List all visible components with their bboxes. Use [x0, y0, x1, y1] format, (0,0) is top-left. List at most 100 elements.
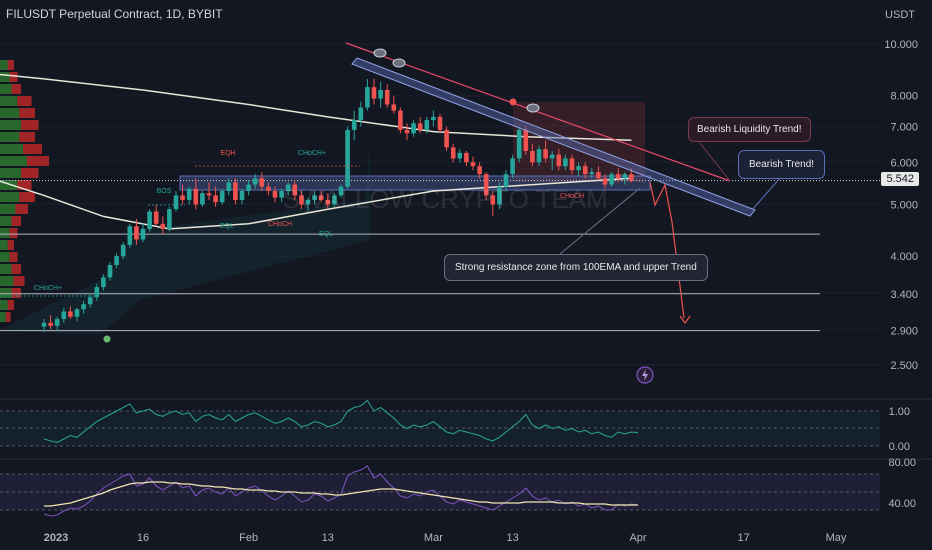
candle-body	[186, 188, 192, 200]
ema-lines	[0, 73, 632, 230]
smc-label: CHoCH	[268, 221, 292, 228]
x-tick-label: 17	[737, 532, 749, 544]
volume-bar-buy	[0, 168, 22, 178]
candle-body	[312, 195, 317, 200]
smc-labels: EQH CHoCH+ BOS EQL CHoCH EQL CHoCH+ CHoCH	[0, 150, 584, 297]
candle-body	[417, 123, 423, 130]
smc-label: BOS	[157, 188, 172, 195]
smc-label: EQL	[319, 231, 333, 238]
candle-body	[226, 182, 232, 192]
bearish-trend-callout[interactable]: Bearish Trend!	[738, 150, 826, 179]
candle-body	[464, 152, 469, 163]
smc-label: CHoCH+	[34, 285, 62, 292]
volume-bar-buy	[0, 108, 20, 118]
smc-label: CHoCH	[560, 193, 584, 200]
volume-bar-sell	[9, 252, 18, 262]
volume-bar-sell	[13, 276, 25, 286]
x-tick-label: Apr	[629, 532, 646, 544]
candle-body	[371, 87, 377, 99]
candle-body	[444, 129, 449, 148]
candle-body	[549, 154, 555, 159]
candle-body	[318, 195, 324, 200]
candle-body	[483, 174, 489, 196]
watermark: SWALLOW CRYPTO TEAM	[282, 184, 608, 214]
candle-body	[239, 191, 245, 200]
candle-body	[285, 184, 291, 192]
y-tick-label: 2.500	[890, 360, 918, 372]
candle-body	[279, 191, 284, 198]
volume-bar-buy	[0, 72, 10, 82]
y-tick-label: 8.000	[890, 91, 918, 103]
low-marker	[103, 335, 111, 343]
candle-body	[48, 322, 53, 326]
y-tick-label: 5.000	[890, 200, 918, 212]
volume-bar-sell	[17, 96, 32, 106]
candle-body	[173, 195, 179, 210]
candle-body	[299, 195, 304, 205]
smc-label: EQL	[220, 223, 234, 230]
x-tick-label: May	[826, 532, 847, 544]
candle-body	[358, 107, 364, 121]
candle-body	[272, 191, 278, 198]
rsi-tick-label: 40.00	[888, 498, 916, 510]
candle-body	[424, 120, 430, 130]
volume-bar-buy	[0, 180, 18, 190]
candle-body	[543, 149, 548, 159]
liquidity-trendline	[345, 42, 731, 182]
candle-body	[398, 110, 403, 130]
candle-body	[87, 297, 93, 305]
candle-body	[556, 154, 562, 167]
peak-marker	[373, 48, 387, 58]
candle-body	[259, 178, 265, 187]
candle-body	[81, 304, 86, 310]
candle-body	[292, 184, 298, 196]
candle-body	[351, 120, 357, 130]
callout-pointer-resistance	[559, 187, 641, 255]
volume-bar-buy	[0, 204, 16, 214]
volume-bar-buy	[0, 96, 18, 106]
y-tick-label: 6.000	[890, 157, 918, 169]
candle-body	[450, 147, 456, 159]
bearish-liquidity-callout[interactable]: Bearish Liquidity Trend!	[688, 117, 811, 142]
x-tick-label: Mar	[424, 532, 443, 544]
candle-body	[629, 174, 634, 181]
volume-bar-sell	[5, 312, 11, 322]
candle-body	[516, 129, 522, 159]
volume-bar-sell	[9, 228, 18, 238]
candles[interactable]	[41, 78, 634, 333]
candle-body	[615, 174, 621, 179]
candle-body	[576, 166, 581, 171]
volume-bar-sell	[21, 168, 39, 178]
candle-body	[200, 193, 205, 205]
candle-body	[325, 199, 331, 205]
candle-body	[140, 228, 146, 240]
candle-body	[391, 104, 397, 111]
volume-bar-buy	[0, 228, 10, 238]
x-tick-label: 13	[322, 532, 334, 544]
candle-body	[477, 166, 482, 175]
y-tick-label: 2.900	[890, 326, 918, 338]
candle-body	[41, 322, 47, 327]
lightning-glyph-icon	[642, 369, 648, 381]
liquidity-dot	[509, 98, 517, 106]
cloud-zone	[0, 140, 370, 335]
candle-body	[378, 89, 383, 99]
candle-body	[530, 150, 535, 163]
candle-body	[134, 226, 139, 240]
candle-body	[74, 309, 80, 317]
candle-body	[61, 311, 67, 319]
candle-body	[114, 256, 119, 266]
volume-bar-sell	[7, 240, 14, 250]
candle-body	[153, 211, 159, 224]
candle-body	[167, 209, 172, 229]
candle-body	[332, 195, 337, 205]
candle-body	[120, 244, 126, 257]
candle-body	[563, 158, 568, 167]
volume-bar-buy	[0, 240, 8, 250]
resistance-callout[interactable]: Strong resistance zone from 100EMA and u…	[444, 254, 708, 281]
candle-body	[266, 186, 271, 192]
candle-body	[431, 116, 436, 121]
volume-bar-buy	[0, 60, 8, 70]
candle-body	[219, 191, 225, 203]
